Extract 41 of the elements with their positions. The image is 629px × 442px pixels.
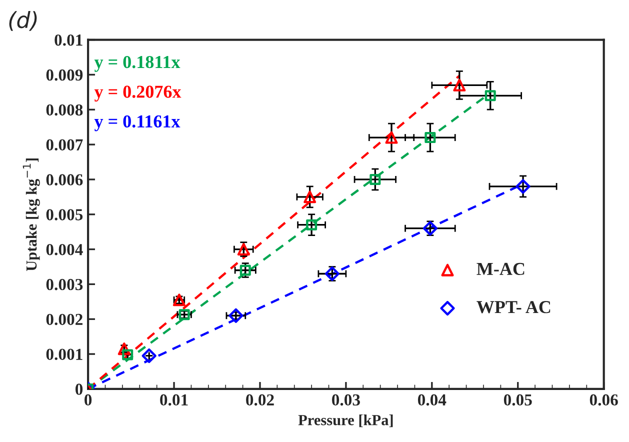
y-tick-label: 0.009 (46, 69, 83, 81)
x-tick-label: 0.05 (504, 394, 532, 406)
y-tick-label: 0.002 (46, 314, 82, 326)
y-tick-label: 0.001 (46, 348, 82, 360)
x-tick-label: 0.03 (332, 394, 360, 406)
x-tick-label: 0 (84, 394, 92, 406)
point (422, 221, 438, 236)
x-tick-label: 0.01 (160, 394, 188, 406)
y-axis-title: Uptake [kg kg$^{−1}$] (22, 158, 40, 271)
point (385, 131, 398, 144)
point (122, 349, 134, 360)
point (424, 132, 436, 144)
y-tick-label: 0.007 (46, 139, 83, 151)
y-tick-label: 0.01 (54, 34, 82, 46)
x-tick-label: 0.02 (246, 394, 274, 406)
legend-label: M-AC (476, 262, 524, 276)
point (228, 308, 244, 323)
x-axis-title: Pressure [kPa] (298, 414, 393, 428)
annotation: y = 0.2076x (94, 86, 182, 102)
y-tick-label: 0 (76, 384, 83, 395)
point (237, 243, 250, 256)
point (484, 90, 496, 102)
chart-title: (d) (9, 11, 37, 31)
y-tick-label: 0.006 (46, 174, 83, 186)
annotation: y = 0.1161x (94, 115, 180, 132)
y-tick-label: 0.008 (46, 104, 83, 116)
point (453, 78, 466, 92)
y-tick-label: 0.004 (46, 244, 83, 256)
y-tick-label: 0.003 (46, 278, 83, 290)
point (516, 179, 530, 194)
point (370, 174, 381, 185)
point (304, 190, 316, 204)
point (142, 348, 156, 364)
x-tick-label: 0.04 (418, 394, 446, 406)
annotation: y = 0.1811x (94, 56, 180, 72)
legend-label: WPT- AC (476, 301, 550, 314)
point (240, 264, 251, 276)
point (324, 266, 340, 282)
point (306, 219, 318, 230)
y-tick-label: 0.005 (46, 209, 83, 220)
x-tick-label: 0.06 (590, 394, 618, 406)
